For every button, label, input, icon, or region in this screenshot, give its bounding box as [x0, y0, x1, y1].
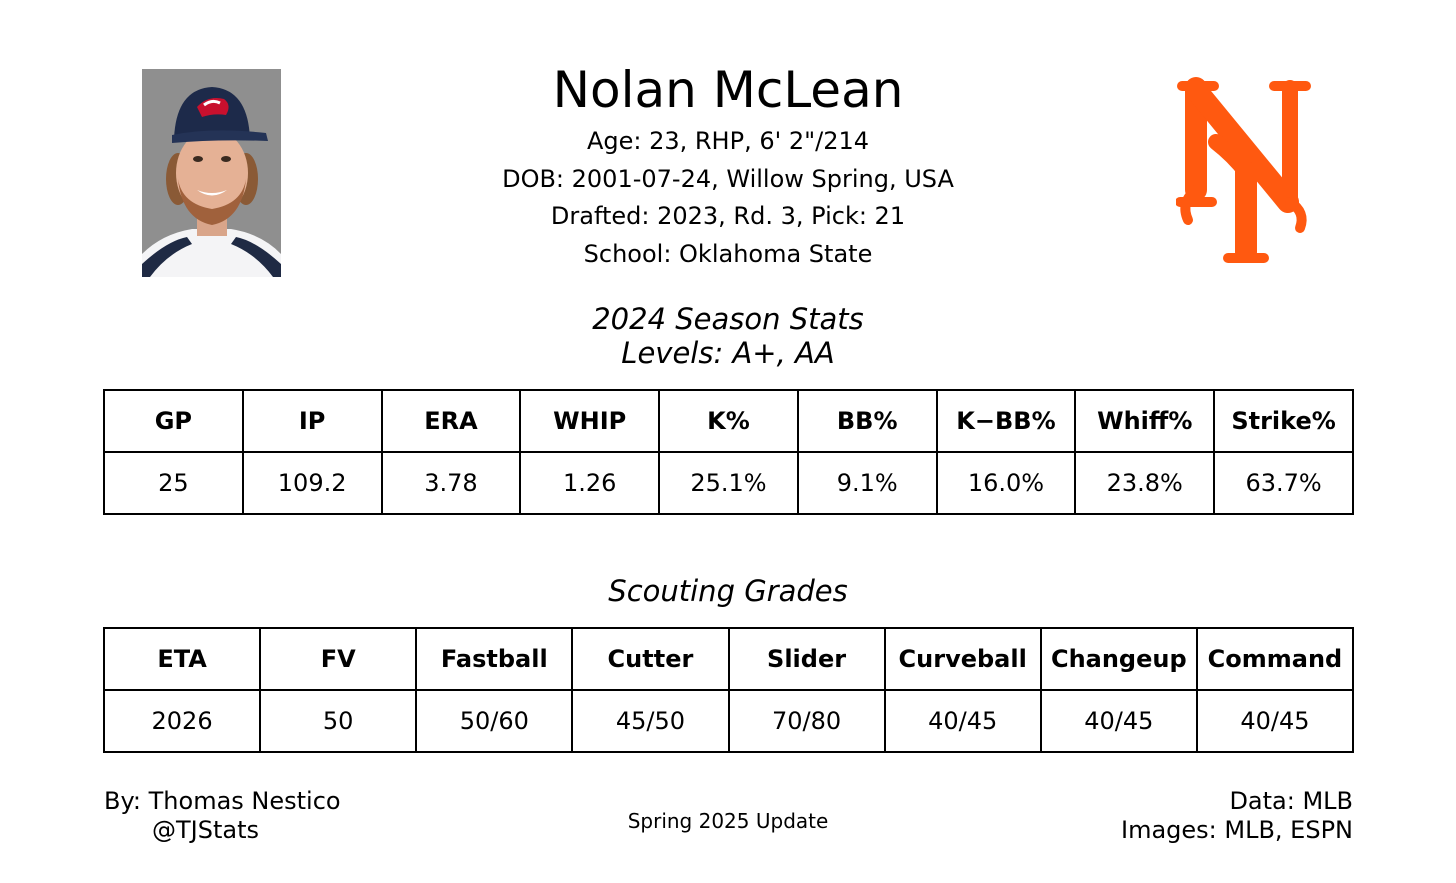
stats-value-cell: 23.8%	[1074, 451, 1216, 515]
data-source: Data: MLB	[1229, 787, 1353, 815]
stats-header-cell: ERA	[380, 389, 522, 453]
stats-header-cell: WHIP	[519, 389, 661, 453]
grades-value-cell: 50/60	[415, 689, 574, 753]
grades-value-cell: 40/45	[1039, 689, 1198, 753]
player-draft-line: Drafted: 2023, Rd. 3, Pick: 21	[550, 202, 906, 230]
grades-header-cell: Changeup	[1039, 627, 1198, 691]
stats-header-cell: GP	[103, 389, 244, 453]
stats-value-cell: 16.0%	[935, 451, 1077, 515]
grades-value-cell: 50	[259, 689, 418, 753]
author-name: By: Thomas Nestico	[104, 787, 341, 815]
byline: By: Thomas Nestico @TJStats	[104, 787, 341, 845]
grades-value-row: 2026 50 50/60 45/50 70/80 40/45 40/45 40…	[102, 689, 1355, 753]
stats-section-levels: Levels: A+, AA	[621, 336, 835, 370]
grades-section-title: Scouting Grades	[608, 574, 848, 608]
season-stats-table: GP IP ERA WHIP K% BB% K−BB% Whiff% Strik…	[103, 389, 1354, 515]
grades-value-cell: 2026	[102, 689, 262, 753]
player-school-line: School: Oklahoma State	[583, 240, 873, 268]
grades-value-cell: 70/80	[727, 689, 886, 753]
stats-section-title: 2024 Season Stats	[592, 302, 864, 336]
ny-mets-logo-icon	[1175, 77, 1311, 263]
grades-header-row: ETA FV Fastball Cutter Slider Curveball …	[102, 627, 1355, 691]
team-logo	[1175, 72, 1312, 272]
grades-value-cell: 40/45	[1195, 689, 1355, 753]
stats-header-row: GP IP ERA WHIP K% BB% K−BB% Whiff% Strik…	[103, 389, 1354, 453]
grades-header-cell: FV	[259, 627, 418, 691]
player-headshot-icon	[142, 69, 281, 277]
stats-value-row: 25 109.2 3.78 1.26 25.1% 9.1% 16.0% 23.8…	[103, 451, 1354, 515]
grades-header-cell: Command	[1195, 627, 1355, 691]
stats-value-cell: 1.26	[519, 451, 661, 515]
stats-value-cell: 25.1%	[658, 451, 799, 515]
player-photo	[142, 69, 281, 277]
stats-header-cell: Whiff%	[1074, 389, 1216, 453]
image-source: Images: MLB, ESPN	[1120, 816, 1353, 844]
stats-value-cell: 25	[103, 451, 244, 515]
grades-value-cell: 45/50	[571, 689, 730, 753]
player-dob-line: DOB: 2001-07-24, Willow Spring, USA	[502, 165, 954, 193]
stats-header-cell: IP	[241, 389, 383, 453]
grades-header-cell: ETA	[102, 627, 262, 691]
stats-value-cell: 63.7%	[1213, 451, 1354, 515]
source-credits: Data: MLB Images: MLB, ESPN	[1121, 787, 1353, 845]
stats-header-cell: K−BB%	[935, 389, 1077, 453]
stats-value-cell: 109.2	[241, 451, 383, 515]
update-note: Spring 2025 Update	[627, 809, 829, 833]
stats-header-cell: Strike%	[1213, 389, 1354, 453]
stats-value-cell: 9.1%	[796, 451, 938, 515]
player-name: Nolan McLean	[552, 61, 904, 119]
grades-value-cell: 40/45	[883, 689, 1042, 753]
stats-header-cell: K%	[658, 389, 799, 453]
author-handle: @TJStats	[152, 816, 260, 844]
scouting-grades-table: ETA FV Fastball Cutter Slider Curveball …	[102, 627, 1355, 753]
grades-header-cell: Slider	[727, 627, 886, 691]
grades-header-cell: Curveball	[883, 627, 1042, 691]
grades-header-cell: Cutter	[571, 627, 730, 691]
stats-value-cell: 3.78	[380, 451, 522, 515]
stats-header-cell: BB%	[796, 389, 938, 453]
player-age-line: Age: 23, RHP, 6' 2"/214	[586, 127, 870, 155]
grades-header-cell: Fastball	[415, 627, 574, 691]
